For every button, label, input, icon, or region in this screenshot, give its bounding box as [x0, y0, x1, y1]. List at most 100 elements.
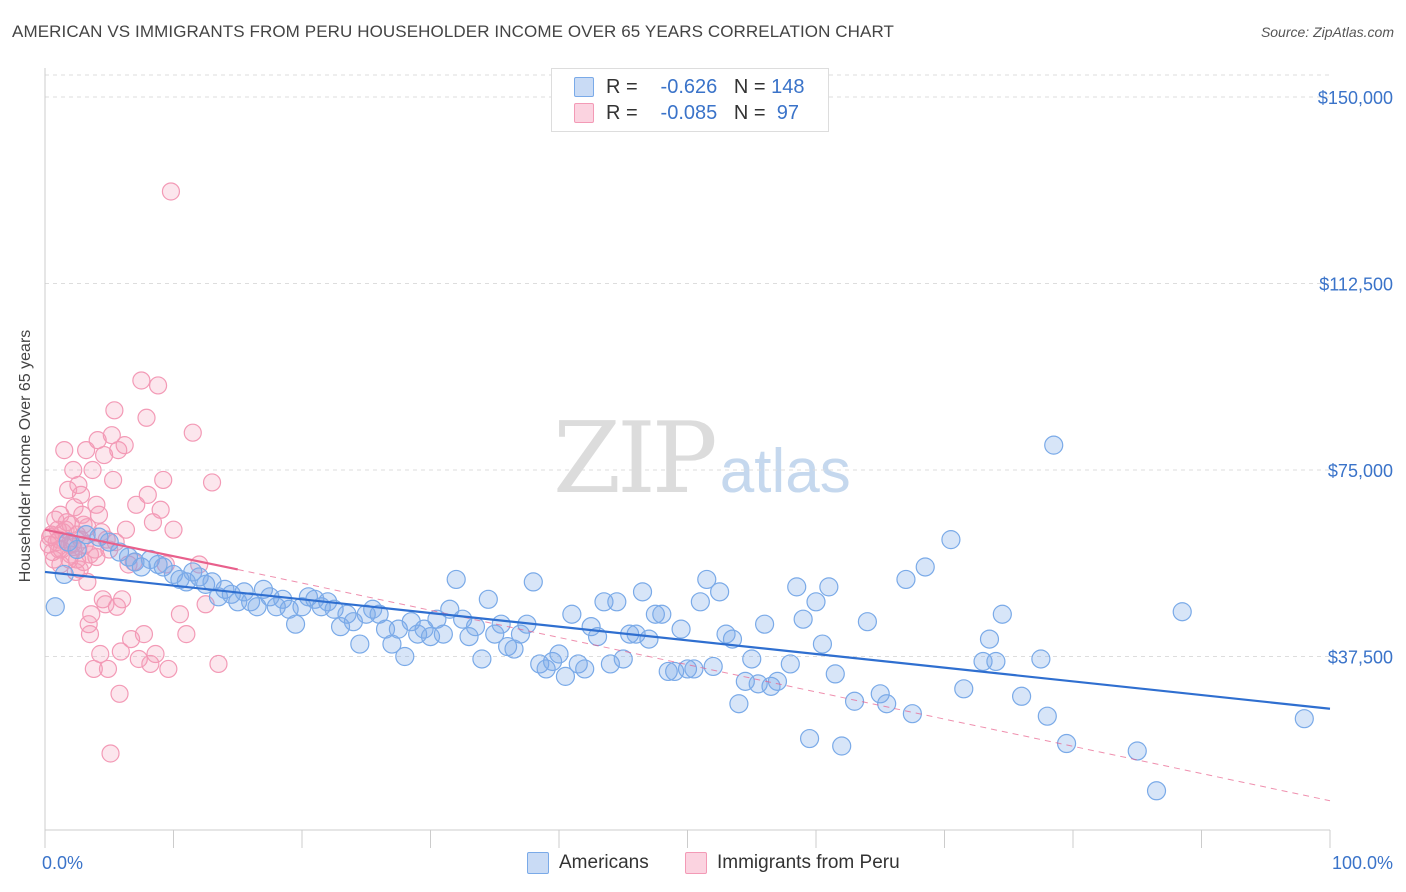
- y-axis-label: Householder Income Over 65 years: [17, 329, 34, 583]
- americans-point: [632, 582, 653, 602]
- americans-point: [832, 736, 852, 756]
- americans-point: [857, 612, 878, 632]
- americans-point: [954, 679, 974, 699]
- americans-point: [575, 659, 595, 679]
- americans-trend-line: [44, 570, 1331, 710]
- legend-r-value: -0.626: [660, 75, 718, 98]
- legend-r-label: R =: [606, 75, 638, 98]
- americans-point: [510, 624, 531, 644]
- peru-point: [112, 590, 132, 609]
- americans-point: [1031, 649, 1051, 669]
- watermark: ZIPatlas: [553, 402, 851, 516]
- peru-point: [77, 441, 96, 460]
- peru-point: [159, 659, 178, 679]
- peru-point: [170, 605, 190, 624]
- bottom-legend-swatch-peru: [685, 852, 707, 874]
- americans-point: [330, 617, 351, 637]
- americans-point: [45, 597, 65, 617]
- americans-point: [1037, 706, 1057, 726]
- americans-point: [478, 589, 498, 609]
- watermark-zip: ZIP: [553, 402, 718, 516]
- peru-point: [151, 500, 170, 519]
- americans-point: [690, 592, 710, 612]
- americans-point: [600, 654, 621, 674]
- americans-point: [652, 604, 672, 624]
- americans-point: [1172, 602, 1192, 622]
- peru-point: [93, 590, 112, 609]
- americans-point: [658, 661, 678, 682]
- americans-point: [902, 704, 922, 724]
- legend-r-value: -0.085: [660, 101, 718, 124]
- americans-point: [684, 659, 704, 679]
- americans-point: [780, 654, 800, 674]
- americans-point: [285, 614, 306, 634]
- americans-point: [363, 599, 383, 619]
- peru-point: [55, 441, 74, 460]
- watermark-atlas: atlas: [719, 437, 851, 506]
- peru-point: [57, 513, 76, 532]
- tick-labels: $150,000 $112,500 $75,000 $37,500 0.0% 100.0%: [42, 88, 1393, 873]
- americans-point: [941, 530, 961, 550]
- peru-point: [132, 371, 151, 390]
- peru-point: [89, 505, 109, 524]
- legend-swatch-americans: [574, 77, 594, 97]
- americans-point: [729, 694, 749, 714]
- peru-point: [148, 376, 168, 395]
- americans-point: [109, 542, 130, 562]
- americans-point: [1127, 741, 1147, 761]
- americans-point: [1044, 435, 1064, 455]
- x-tick-label: 100.0%: [1332, 853, 1393, 873]
- americans-point: [787, 577, 807, 597]
- peru-point: [161, 182, 181, 201]
- peru-point: [138, 485, 157, 504]
- americans-points: [45, 435, 1314, 801]
- americans-point: [844, 691, 865, 711]
- legend: R = -0.626 N = 148 R = -0.085 N = 97: [551, 68, 829, 132]
- americans-point: [992, 604, 1012, 624]
- americans-point: [549, 644, 569, 664]
- peru-trend-line: [44, 528, 238, 571]
- americans-point: [1011, 686, 1032, 706]
- americans-point: [491, 614, 511, 634]
- peru-point: [141, 654, 160, 674]
- chart-source: Source: ZipAtlas.com: [1260, 24, 1394, 40]
- bottom-legend-label-peru: Immigrants from Peru: [717, 852, 900, 873]
- americans-point: [337, 604, 357, 624]
- americans-point: [825, 664, 845, 684]
- americans-point: [986, 651, 1006, 672]
- peru-point: [127, 495, 146, 514]
- americans-point: [1294, 709, 1314, 729]
- americans-point: [523, 572, 543, 592]
- peru-point: [71, 485, 91, 504]
- americans-point: [350, 634, 370, 654]
- americans-point: [148, 554, 168, 575]
- peru-point: [154, 470, 173, 490]
- peru-point: [129, 649, 148, 669]
- americans-point: [485, 624, 505, 644]
- americans-point: [710, 582, 730, 602]
- americans-point: [324, 599, 344, 619]
- americans-point: [742, 649, 762, 669]
- peru-point: [202, 473, 222, 492]
- peru-point: [83, 460, 102, 480]
- americans-point: [536, 659, 556, 679]
- americans-point: [819, 577, 839, 597]
- peru-point: [105, 401, 124, 420]
- peru-point: [95, 445, 114, 465]
- legend-n-label: N =: [733, 101, 766, 124]
- legend-row-americans: R = -0.626 N = 148: [574, 75, 805, 99]
- americans-point: [183, 562, 203, 582]
- americans-point: [459, 627, 479, 647]
- americans-point: [1146, 781, 1167, 801]
- americans-point: [555, 666, 576, 686]
- bottom-legend-peru: Immigrants from Peru: [685, 852, 900, 874]
- legend-swatch-peru: [574, 103, 594, 123]
- bottom-legend-label-americans: Americans: [559, 852, 649, 873]
- americans-point: [703, 656, 723, 677]
- americans-point: [247, 597, 267, 617]
- americans-point: [465, 617, 486, 637]
- peru-point: [80, 625, 100, 644]
- peru-point: [116, 520, 136, 539]
- americans-point: [896, 569, 916, 590]
